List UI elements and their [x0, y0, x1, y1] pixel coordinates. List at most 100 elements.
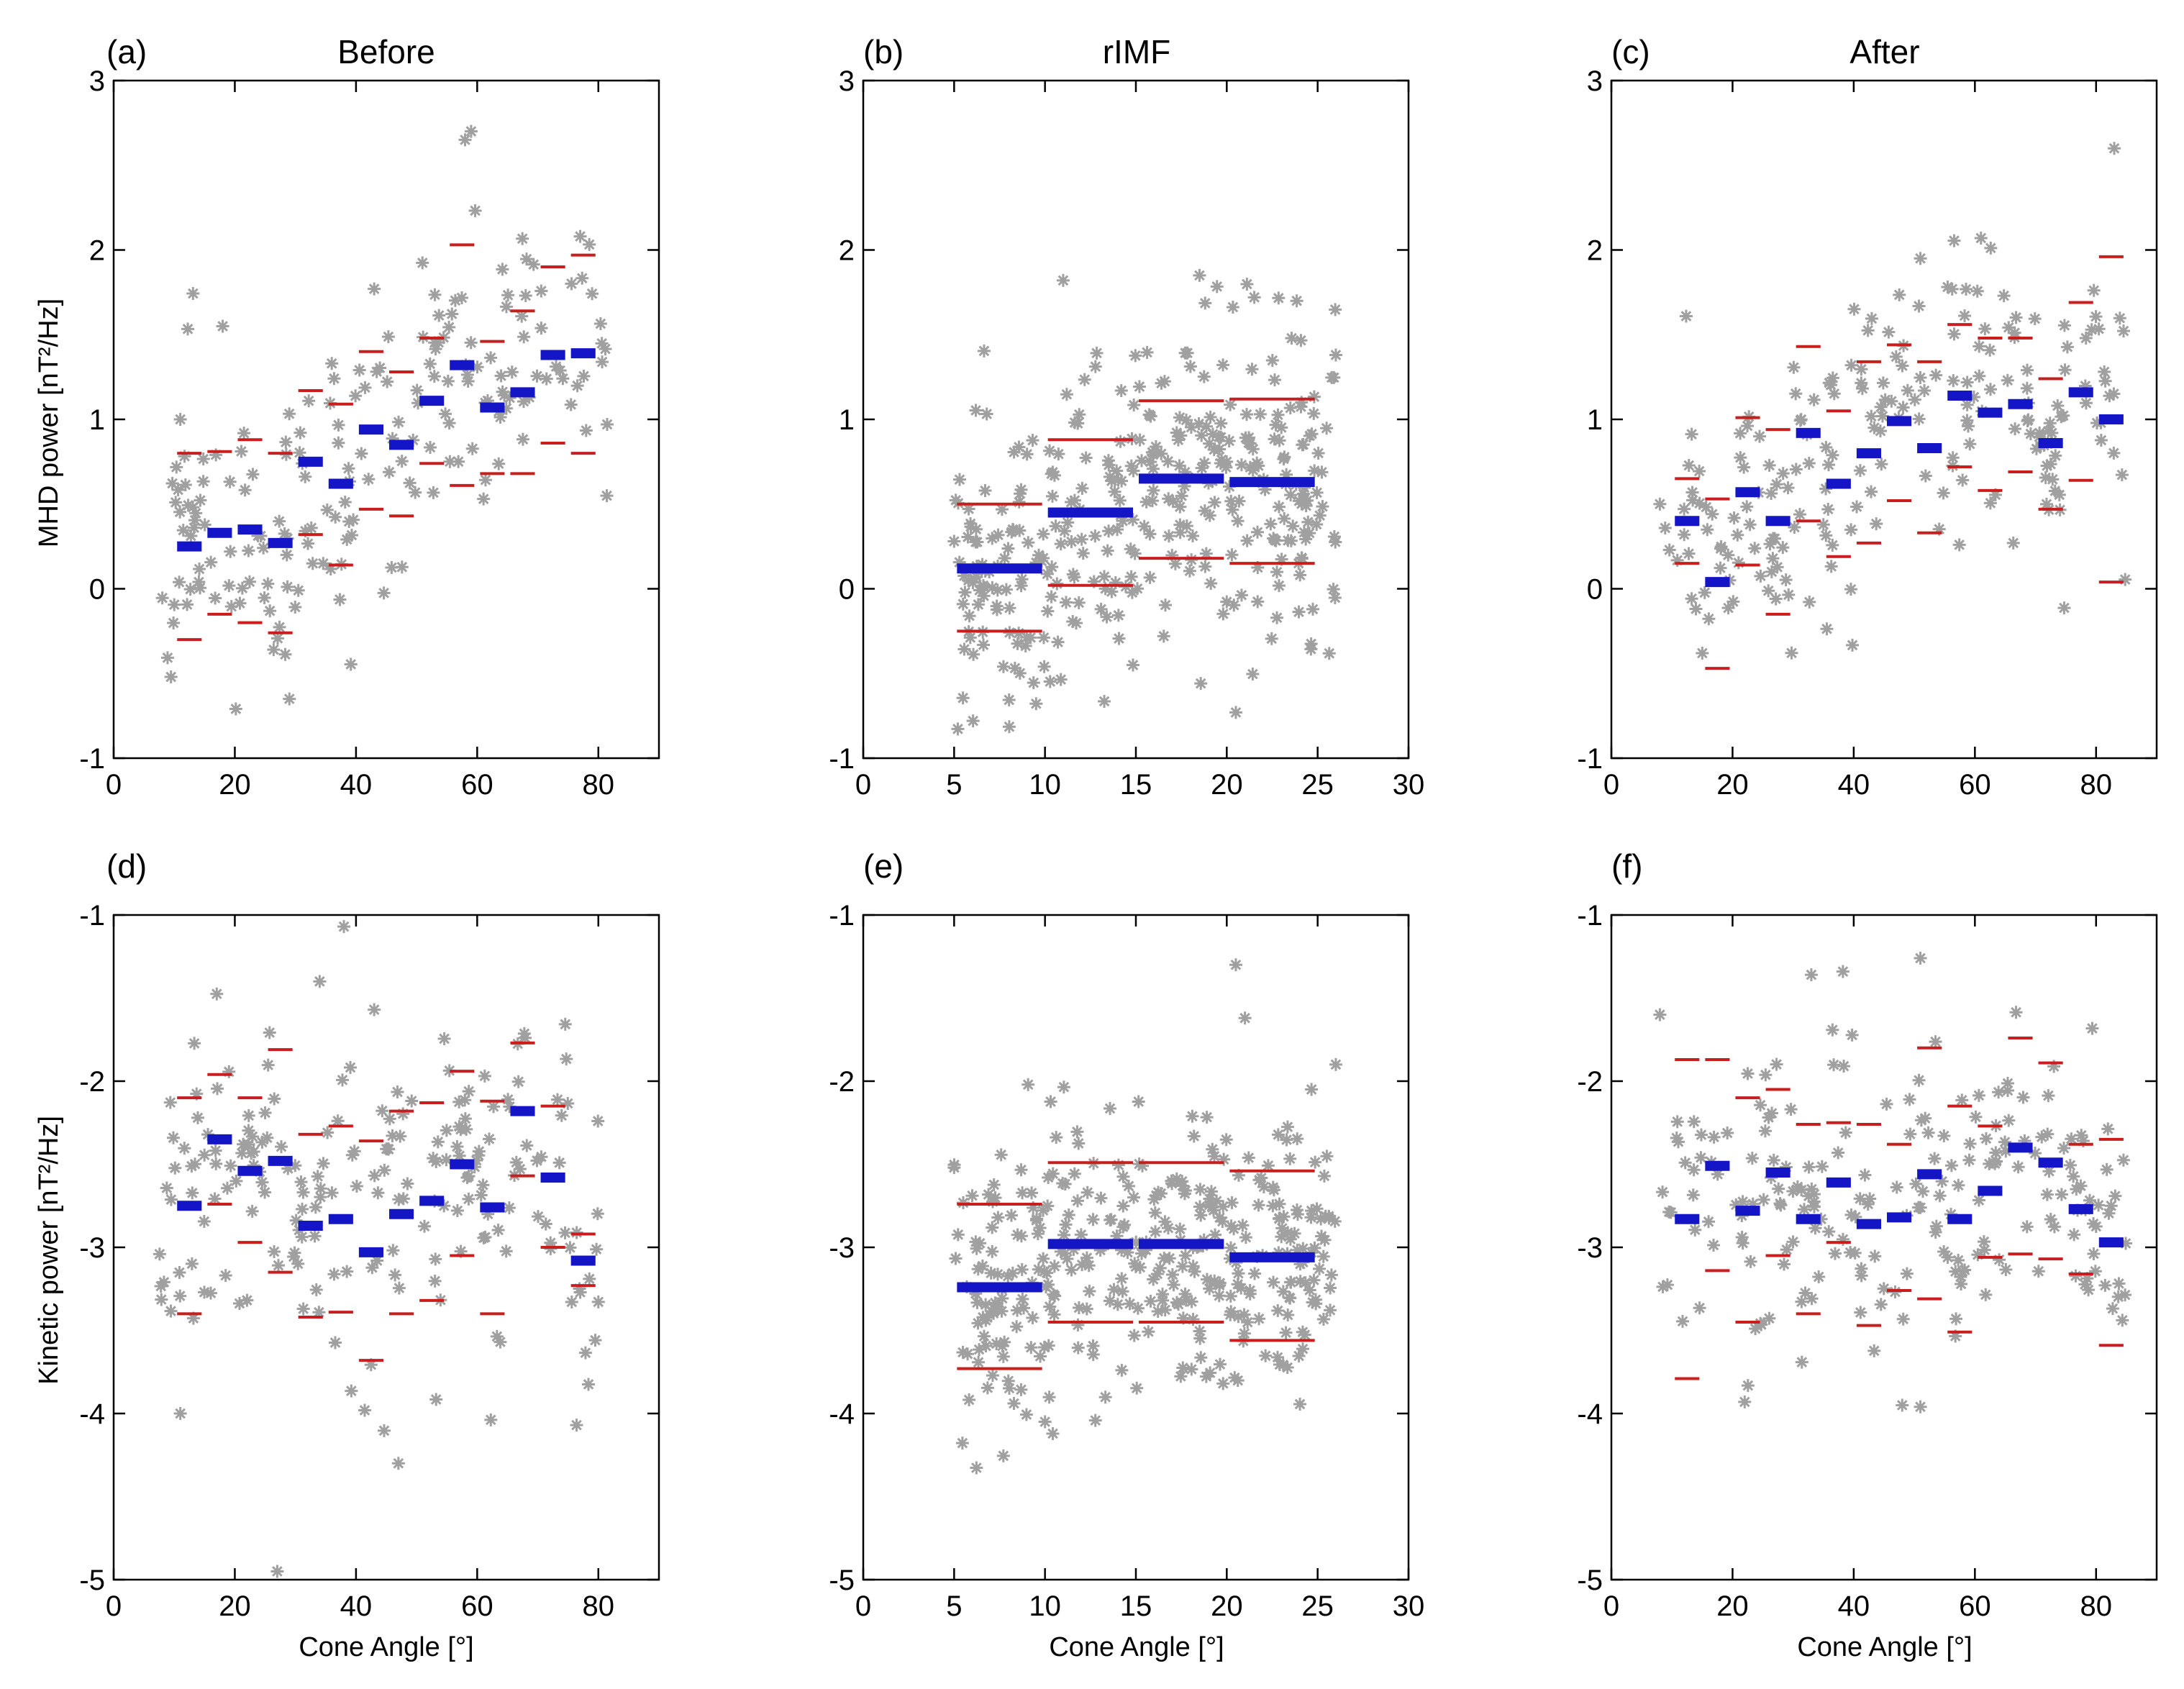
scatter-point: [1241, 1316, 1255, 1329]
scatter-point: [437, 1032, 451, 1046]
scatter-point: [169, 496, 183, 509]
scatter-point: [1102, 458, 1116, 472]
scatter-point: [314, 1182, 327, 1196]
scatter-point: [332, 418, 345, 432]
scatter-point: [1155, 447, 1168, 460]
scatter-point: [283, 692, 296, 706]
scatter-point: [1105, 585, 1119, 598]
scatter-point: [519, 288, 532, 302]
scatter-point: [1855, 376, 1868, 390]
scatter-point: [1019, 1408, 1033, 1421]
scatter-point: [458, 1093, 472, 1107]
scatter-point: [1303, 1283, 1316, 1297]
scatter-point: [1203, 1192, 1216, 1206]
scatter-point: [1306, 602, 1320, 616]
scatter-point: [1807, 393, 1821, 406]
scatter-point: [1004, 1208, 1018, 1222]
scatter-point: [395, 455, 409, 468]
scatter-point: [996, 1349, 1010, 1363]
scatter-point: [224, 545, 237, 558]
scatter-point: [1770, 478, 1783, 491]
scatter-point: [1278, 512, 1291, 526]
scatter-point: [1192, 417, 1206, 431]
scatter-point: [955, 1437, 969, 1450]
scatter-point: [1284, 488, 1298, 502]
x-tick-label: 25: [1301, 1590, 1334, 1622]
scatter-point: [2078, 379, 2092, 393]
scatter-point: [296, 1185, 310, 1199]
scatter-point: [347, 513, 360, 527]
scatter-point: [2107, 446, 2121, 460]
scatter-point: [1161, 1221, 1175, 1235]
scatter-point: [1309, 1297, 1323, 1311]
scatter-point: [1693, 465, 1706, 478]
scatter-point: [370, 1254, 384, 1267]
scatter-point: [2031, 1265, 2045, 1278]
panel-d-xlabel: Cone Angle [°]: [299, 1632, 473, 1662]
scatter-point: [393, 1129, 407, 1143]
scatter-point: [160, 651, 174, 665]
scatter-point: [325, 357, 339, 370]
scatter-point: [1849, 1210, 1862, 1224]
scatter-point: [1029, 556, 1043, 570]
scatter-point: [173, 1289, 187, 1303]
scatter-point: [304, 521, 318, 534]
scatter-point: [409, 486, 422, 499]
scatter-point: [1885, 394, 1898, 408]
scatter-point: [2008, 422, 2022, 436]
scatter-point: [1206, 1201, 1219, 1214]
scatter-point: [388, 1268, 402, 1282]
scatter-point: [1068, 493, 1081, 507]
scatter-point: [1038, 1415, 1052, 1429]
scatter-point: [2043, 416, 2057, 430]
scatter-point: [987, 1306, 1001, 1320]
scatter-point: [223, 475, 237, 488]
scatter-point: [1226, 301, 1239, 314]
scatter-point: [1929, 1035, 1942, 1049]
x-tick-label: 20: [1211, 769, 1243, 801]
scatter-point: [1058, 1247, 1072, 1260]
scatter-point: [1213, 1357, 1227, 1371]
scatter-point: [1086, 1213, 1100, 1226]
scatter-point: [445, 307, 459, 321]
scatter-point: [1011, 1303, 1024, 1317]
scatter-point: [1802, 457, 1816, 470]
scatter-point: [229, 1174, 243, 1188]
scatter-point: [2042, 424, 2055, 438]
scatter-point: [1270, 565, 1284, 579]
scatter-point: [1175, 489, 1188, 503]
scatter-point: [1042, 1339, 1055, 1352]
scatter-point: [1178, 1187, 1191, 1201]
scatter-point: [1271, 1128, 1285, 1142]
scatter-point: [392, 415, 406, 429]
scatter-point: [1304, 1211, 1318, 1224]
scatter-point: [345, 1148, 359, 1162]
scatter-point: [2092, 322, 2106, 336]
scatter-point: [1288, 1226, 1301, 1240]
scatter-point: [1231, 1278, 1245, 1291]
scatter-point: [1086, 1347, 1100, 1361]
scatter-point: [1176, 1361, 1190, 1375]
scatter-point: [2119, 1237, 2133, 1250]
scatter-point: [1224, 1219, 1238, 1233]
scatter-point: [222, 579, 236, 593]
scatter-point: [1068, 1167, 1081, 1180]
scatter-point: [1758, 1124, 1772, 1138]
panel-d-ylabel: Kinetic power [nT²/Hz]: [34, 1116, 64, 1385]
scatter-point: [1972, 1193, 1985, 1207]
scatter-point: [1027, 1201, 1040, 1215]
scatter-point: [949, 1252, 963, 1265]
scatter-point: [1234, 458, 1248, 472]
scatter-point: [1850, 500, 1864, 514]
scatter-point: [314, 1191, 327, 1204]
scatter-point: [1039, 1280, 1052, 1294]
scatter-point: [1213, 1211, 1227, 1224]
scatter-point: [1316, 1249, 1330, 1263]
scatter-point: [2035, 1130, 2049, 1144]
scatter-point: [1803, 595, 1816, 609]
scatter-point: [1174, 429, 1188, 442]
scatter-point: [1960, 414, 1974, 427]
scatter-point: [478, 1230, 492, 1244]
scatter-point: [1972, 1088, 1985, 1102]
scatter-point: [1243, 1284, 1257, 1298]
